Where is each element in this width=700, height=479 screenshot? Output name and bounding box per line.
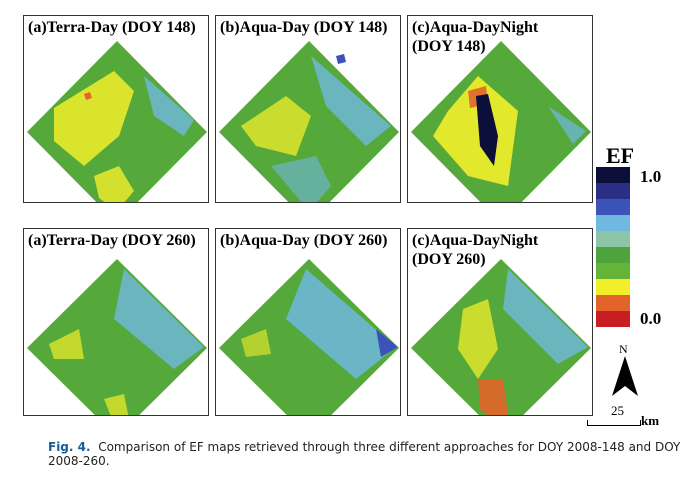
- lightblue-region: [311, 56, 391, 146]
- yellow-region: [241, 329, 271, 357]
- ef-map-terra-day-260: [27, 259, 207, 415]
- legend-swatch: [596, 263, 630, 279]
- legend-swatch: [596, 167, 630, 183]
- ef-map-aqua-day-148: [219, 41, 399, 202]
- map-panel-terra-day-148: (a)Terra-Day (DOY 148): [23, 15, 209, 203]
- panel-title: (c)Aqua-DayNight (DOY 260): [412, 232, 539, 268]
- figure-caption: Fig. 4. Comparison of EF maps retrieved …: [48, 440, 700, 468]
- blue-spot: [336, 54, 346, 64]
- legend-swatch: [596, 311, 630, 327]
- black-region: [476, 94, 498, 166]
- lightblue-region: [144, 76, 194, 136]
- legend-swatch: [596, 215, 630, 231]
- caption-text: Comparison of EF maps retrieved through …: [48, 440, 681, 468]
- red-spot: [84, 92, 92, 100]
- yellow-region: [94, 166, 134, 202]
- scale-line: [587, 420, 641, 426]
- panel-title: (a)Terra-Day (DOY 260): [28, 232, 196, 249]
- legend-swatch: [596, 183, 630, 199]
- lightblue-region: [548, 106, 586, 144]
- panel-title: (a)Terra-Day (DOY 148): [28, 19, 196, 36]
- legend-max-label: 1.0: [640, 167, 662, 186]
- map-panel-aqua-daynight-148: (c)Aqua-DayNight (DOY 148): [407, 15, 593, 203]
- map-panel-aqua-day-148: (b)Aqua-Day (DOY 148): [215, 15, 401, 203]
- north-label: N: [619, 342, 628, 356]
- panel-title: (c)Aqua-DayNight (DOY 148): [412, 19, 539, 55]
- lightblue-region: [114, 269, 204, 369]
- map-diamond: [411, 259, 591, 415]
- map-diamond: [27, 259, 207, 415]
- scale-unit: km: [641, 413, 660, 428]
- orange-region: [478, 379, 508, 415]
- legend-swatch: [596, 247, 630, 263]
- yellow-region: [49, 329, 84, 359]
- scale-bar: 25 km: [585, 403, 665, 428]
- ef-map-aqua-day-260: [219, 259, 399, 415]
- lightblue-region: [286, 269, 396, 379]
- legend-swatch: [596, 231, 630, 247]
- legend-swatch: [596, 295, 630, 311]
- map-panel-terra-day-260: (a)Terra-Day (DOY 260): [23, 228, 209, 416]
- yellow-region: [54, 71, 134, 166]
- map-diamond: [219, 41, 399, 202]
- blue-region: [376, 329, 398, 357]
- scale-value: 25: [611, 403, 624, 418]
- map-panel-aqua-day-260: (b)Aqua-Day (DOY 260): [215, 228, 401, 416]
- legend-swatch: [596, 279, 630, 295]
- yellow-region: [458, 299, 498, 379]
- lightblue-region: [271, 156, 331, 202]
- legend-swatch: [596, 199, 630, 215]
- north-arrow: N: [610, 342, 640, 398]
- panel-title: (b)Aqua-Day (DOY 148): [220, 19, 388, 36]
- lightblue-region: [503, 269, 588, 364]
- yellow-region: [104, 394, 129, 415]
- yellow-region: [241, 96, 311, 156]
- caption-label: Fig. 4.: [48, 440, 91, 454]
- legend-title: EF: [606, 143, 635, 168]
- ef-map-aqua-daynight-260: [411, 259, 591, 415]
- ef-map-aqua-daynight-148: [411, 41, 591, 202]
- legend-min-label: 0.0: [640, 309, 662, 328]
- panel-title: (b)Aqua-Day (DOY 260): [220, 232, 388, 249]
- ef-map-terra-day-148: [27, 41, 207, 202]
- yellow-region: [433, 76, 518, 186]
- map-panel-aqua-daynight-260: (c)Aqua-DayNight (DOY 260): [407, 228, 593, 416]
- north-arrow-icon: [612, 356, 638, 396]
